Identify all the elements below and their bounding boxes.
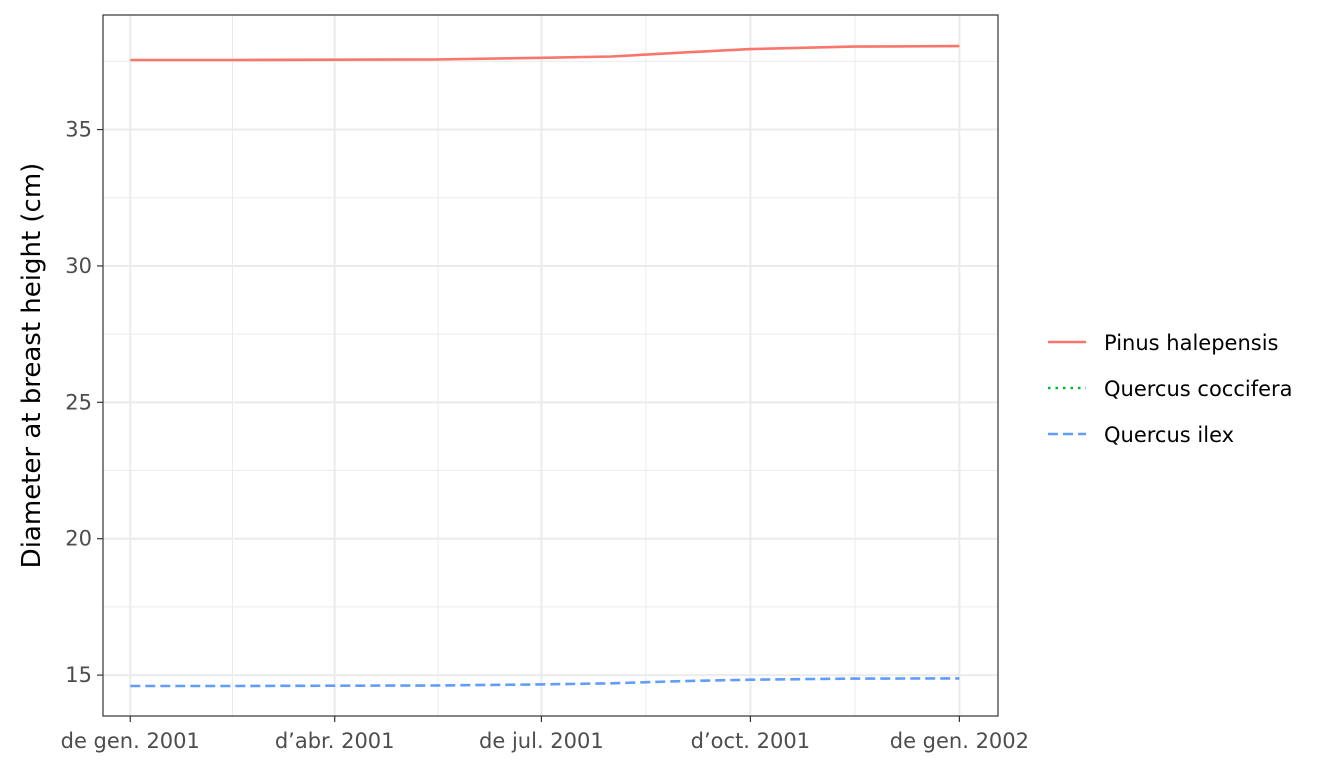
x-tick-label: de jul. 2001 [479, 729, 604, 753]
y-tick-label: 20 [65, 527, 92, 551]
y-tick-label: 35 [65, 118, 92, 142]
x-tick-label: d’abr. 2001 [275, 729, 395, 753]
legend-label-2: Quercus ilex [1104, 423, 1234, 447]
x-axis: de gen. 2001 d’abr. 2001 de jul. 2001 d’oct… [61, 716, 1029, 753]
panel-border [102, 14, 999, 717]
x-tick-label: de gen. 2001 [61, 729, 200, 753]
series-line-0 [130, 44, 960, 62]
y-tick-label: 25 [65, 390, 92, 414]
y-tick-label: 15 [65, 663, 92, 687]
major-gridlines [103, 15, 998, 716]
y-axis: 15 20 25 30 35 [65, 118, 103, 687]
legend-label-1: Quercus coccifera [1104, 377, 1293, 401]
series-line-2 [130, 677, 960, 688]
x-tick-label: d’oct. 2001 [691, 729, 810, 753]
x-tick-label: de gen. 2002 [890, 729, 1029, 753]
legend: Pinus halepensis Quercus coccifera Quercus… [1048, 331, 1293, 447]
y-axis-title: Diameter at breast height (cm) [17, 163, 47, 569]
series-lines [130, 44, 960, 688]
y-tick-label: 30 [65, 254, 92, 278]
minor-gridlines [103, 15, 998, 716]
legend-label-0: Pinus halepensis [1104, 331, 1278, 355]
